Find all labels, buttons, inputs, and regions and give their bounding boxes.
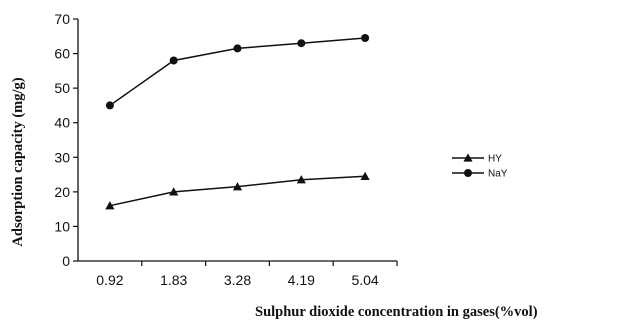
- data-point-nay: [169, 56, 178, 65]
- data-point-nay: [233, 44, 242, 53]
- data-point-hy: [232, 182, 243, 191]
- y-tick-label: 50: [54, 80, 70, 96]
- legend: HY NaY: [447, 148, 515, 182]
- y-tick-label: 0: [62, 253, 70, 269]
- y-axis-title: Adsorption capacity (mg/g): [10, 77, 26, 246]
- series-line-hy: [109, 175, 366, 207]
- x-tick-label: 1.83: [160, 272, 187, 288]
- y-ticks: 0 10 20 30 40 50 60 70: [54, 11, 78, 269]
- series-nay: [105, 34, 370, 110]
- data-point-nay: [361, 34, 370, 43]
- x-ticks: 0.92 1.83 3.28 4.19 5.04: [96, 261, 398, 288]
- legend-marker-hy: [463, 153, 473, 162]
- x-tick-label: 3.28: [224, 272, 251, 288]
- data-point-nay: [105, 101, 114, 110]
- data-point-hy: [169, 187, 179, 196]
- y-tick-label: 30: [54, 149, 70, 165]
- axes: [77, 19, 397, 262]
- legend-label-hy: HY: [488, 154, 502, 165]
- data-point-nay: [297, 39, 306, 48]
- y-tick-label: 40: [54, 115, 70, 131]
- y-tick-label: 70: [54, 11, 70, 27]
- legend-box: [447, 148, 515, 182]
- x-tick-label: 5.04: [351, 272, 378, 288]
- y-tick-label: 10: [54, 218, 70, 234]
- data-point-hy: [105, 201, 115, 210]
- y-tick-label: 60: [54, 46, 70, 62]
- x-tick-label: 0.92: [96, 272, 123, 288]
- legend-marker-nay: [464, 169, 472, 177]
- series-group: [105, 34, 370, 210]
- series-hy: [105, 171, 370, 210]
- x-tick-label: 4.19: [288, 272, 315, 288]
- data-point-hy: [360, 171, 370, 180]
- data-point-hy: [296, 175, 306, 184]
- x-axis-title: Sulphur dioxide concentration in gases(%…: [255, 304, 538, 320]
- y-tick-label: 20: [54, 184, 70, 200]
- legend-label-nay: NaY: [488, 169, 508, 180]
